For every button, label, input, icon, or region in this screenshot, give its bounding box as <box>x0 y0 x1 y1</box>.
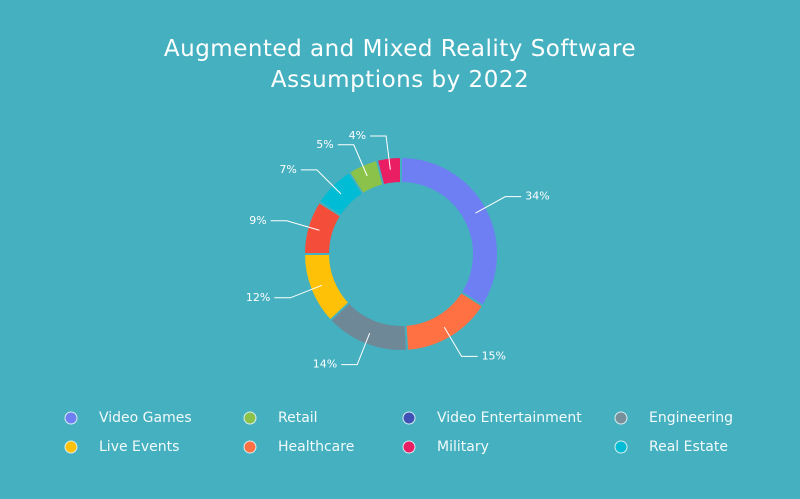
legend-marker <box>64 411 78 425</box>
legend-marker <box>243 440 257 454</box>
data-label: 14% <box>313 358 337 371</box>
data-label: 9% <box>249 214 266 227</box>
legend-label: Retail <box>278 410 318 426</box>
legend-label: Video Entertainment <box>437 410 582 426</box>
donut-slice <box>400 155 499 308</box>
legend-label: Engineering <box>649 410 733 426</box>
legend-label: Military <box>437 439 489 455</box>
data-label: 5% <box>316 138 333 151</box>
leader-line <box>370 135 391 170</box>
leader-line <box>300 169 342 195</box>
legend-marker <box>64 440 78 454</box>
donut-slice <box>404 290 485 352</box>
legend-label: Healthcare <box>278 439 354 455</box>
legend-marker <box>614 440 628 454</box>
data-label: 15% <box>482 349 506 362</box>
leader-line <box>337 144 368 177</box>
chart-title: Augmented and Mixed Reality Software Ass… <box>163 36 637 93</box>
leader-line <box>443 326 478 357</box>
legend-marker <box>402 440 416 454</box>
data-label: 34% <box>525 190 549 203</box>
leader-line <box>475 196 522 214</box>
legend-label: Real Estate <box>649 439 728 455</box>
legend-label: Video Games <box>99 410 192 426</box>
leader-line <box>341 332 371 366</box>
legend-marker <box>614 411 628 425</box>
data-label: 12% <box>246 291 270 304</box>
leader-line <box>274 284 323 299</box>
legend-marker <box>243 411 257 425</box>
legend-marker <box>402 411 416 425</box>
donut-slice <box>375 155 402 187</box>
data-label: 7% <box>279 163 296 176</box>
legend-label: Live Events <box>99 439 179 455</box>
data-label: 4% <box>349 129 366 142</box>
leader-line <box>270 220 320 231</box>
